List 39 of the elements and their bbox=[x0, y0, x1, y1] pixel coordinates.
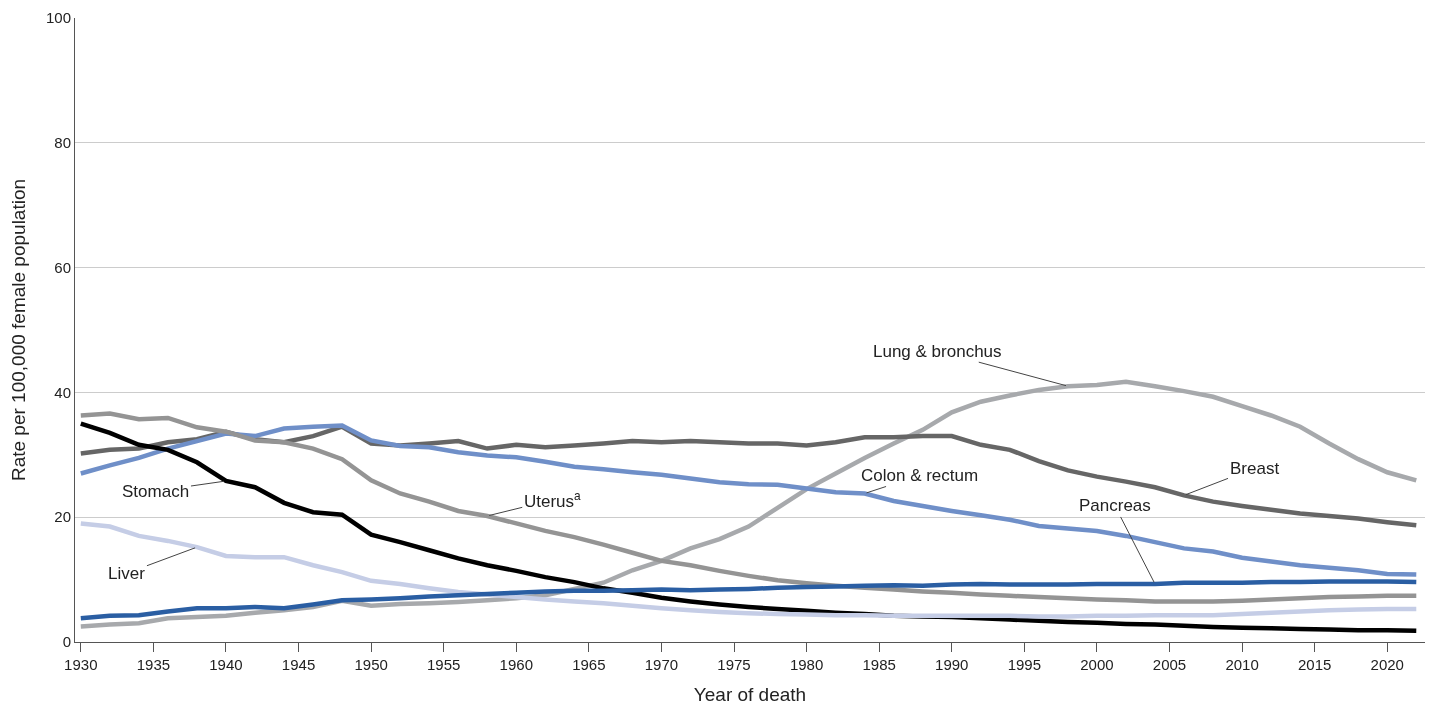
x-tick-label: 1995 bbox=[1007, 656, 1042, 673]
series-label: Colon & rectum bbox=[861, 466, 979, 485]
x-tick-label: 2000 bbox=[1080, 656, 1114, 673]
x-axis-title: Year of death bbox=[693, 683, 807, 705]
y-tick-label: 0 bbox=[62, 633, 71, 651]
x-tick-label: 2020 bbox=[1370, 656, 1404, 673]
line-series bbox=[78, 423, 1419, 577]
x-tick-label: 1975 bbox=[717, 656, 751, 673]
y-tick-label: 40 bbox=[54, 383, 71, 401]
text: Lung & bronchus bbox=[873, 342, 1002, 361]
y-axis-title: Rate per 100,000 female population bbox=[7, 178, 29, 482]
x-tick-label: 1985 bbox=[862, 656, 896, 673]
x-tick-label: 1965 bbox=[572, 656, 606, 673]
series-label: Breast bbox=[1230, 459, 1280, 478]
x-tick-label: 1960 bbox=[499, 656, 533, 673]
x-tick-label: 1970 bbox=[644, 656, 679, 673]
x-tick-label: 2015 bbox=[1297, 656, 1332, 673]
series-label: Uterus$^{a}$ bbox=[524, 489, 582, 512]
series-label: Liver bbox=[108, 564, 146, 583]
x-tick-label: 1945 bbox=[281, 656, 316, 673]
y-tick-label: 20 bbox=[54, 508, 71, 526]
x-tick-label: 2010 bbox=[1225, 656, 1259, 673]
line-series bbox=[78, 579, 1419, 621]
series-label: Stomach bbox=[122, 482, 190, 501]
text: Pancreas bbox=[1079, 496, 1151, 515]
x-tick-label: 1935 bbox=[136, 656, 171, 673]
x-tick-label: 2005 bbox=[1152, 656, 1187, 673]
x-tick-label: 1980 bbox=[789, 656, 824, 673]
line-series bbox=[78, 411, 1419, 604]
x-tick-label: 1930 bbox=[64, 656, 98, 673]
y-tick-label: 100 bbox=[45, 9, 71, 27]
x-tick-label: 1990 bbox=[935, 656, 969, 673]
x-tick-label: 1940 bbox=[209, 656, 243, 673]
y-tick-label: 60 bbox=[54, 258, 71, 276]
line-series bbox=[78, 521, 1419, 619]
x-tick-label: 1955 bbox=[427, 656, 461, 673]
y-tick-label: 80 bbox=[54, 134, 71, 152]
line-series bbox=[78, 379, 1419, 629]
x-tick-label: 1950 bbox=[354, 656, 388, 673]
